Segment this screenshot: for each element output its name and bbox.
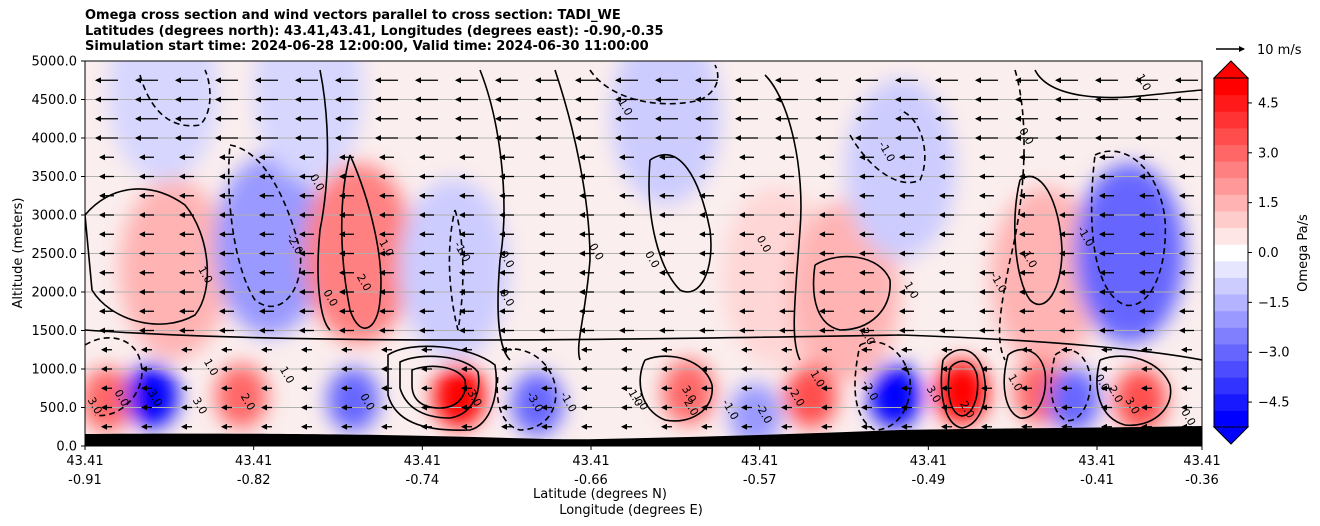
colorbar-swatch [1214, 111, 1248, 129]
colorbar-swatch [1214, 294, 1248, 312]
contour-lines [85, 64, 1202, 431]
colorbar-swatch [1214, 393, 1248, 411]
colorbar-swatch [1214, 260, 1248, 278]
title-line: Latitudes (degrees north): 43.41,43.41, … [85, 23, 664, 39]
x-tick-label-lon: -0.36 [1185, 473, 1219, 488]
quiver-key-label: 10 m/s [1257, 43, 1302, 58]
colorbar-swatch [1214, 410, 1248, 428]
x-tick-label-lon: -0.91 [68, 473, 102, 488]
omega-cell [126, 363, 179, 428]
x-tick-label-lat: 43.41 [235, 454, 272, 469]
title-line: Omega cross section and wind vectors par… [85, 8, 621, 23]
y-tick-label: 1000.0 [32, 363, 78, 378]
omega-cell [119, 178, 230, 359]
omega-cell [1047, 367, 1100, 432]
colorbar-swatch [1214, 244, 1248, 262]
x-tick-label-lat: 43.41 [1183, 454, 1220, 469]
x-tick-label-lat: 43.41 [910, 454, 947, 469]
y-tick-label: 4500.0 [32, 93, 78, 108]
omega-cell [990, 186, 1101, 367]
omega-cell [433, 363, 486, 428]
colorbar-swatch [1214, 310, 1248, 328]
colorbar-swatch [1214, 94, 1248, 112]
colorbar-tick-label: 1.5 [1258, 196, 1279, 211]
colorbar: 4.5 3.0 1.5 0.0 −1.5 −3.0 −4.5 [1212, 60, 1290, 445]
colorbar-swatch [1214, 277, 1248, 295]
title-line: Simulation start time: 2024-06-28 12:00:… [85, 39, 649, 54]
x-tick-label-lat: 43.41 [572, 454, 609, 469]
colorbar-tick-label: 3.0 [1258, 146, 1279, 161]
x-tick-label-lon: -0.49 [912, 473, 946, 488]
y-tick-label: 2500.0 [32, 247, 78, 262]
x-tick-label-lat: 43.41 [1078, 454, 1115, 469]
wind-vectors [95, 77, 1198, 430]
x-tick-label-lon: -0.41 [1080, 473, 1114, 488]
colorbar-tick-label: −3.0 [1258, 346, 1290, 361]
colorbar-swatch [1214, 177, 1248, 195]
colorbar-tick-label: −1.5 [1258, 296, 1290, 311]
x-tick-label-lat: 43.41 [404, 454, 441, 469]
colorbar-tick-label: 0.0 [1258, 246, 1279, 261]
y-tick-label: 3000.0 [32, 209, 78, 224]
omega-cell [610, 61, 721, 205]
x-tick-label-lat: 43.41 [741, 454, 778, 469]
colorbar-swatch [1214, 144, 1248, 162]
colorbar-tick-label: 4.5 [1258, 96, 1279, 111]
x-tick-label-lon: -0.82 [237, 473, 271, 488]
y-tick-label: 2000.0 [32, 286, 78, 301]
y-tick-label: 3500.0 [32, 170, 78, 185]
omega-cell [214, 155, 325, 336]
omega-cell [85, 367, 134, 432]
x-tick-label-lat: 43.41 [66, 454, 103, 469]
omega-cell [253, 61, 364, 182]
x-axis: 43.41 -0.91 43.41 -0.82 43.41 -0.74 43.41 -0.66… [66, 446, 1221, 488]
omega-cell [1114, 367, 1167, 432]
colorbar-swatch [1214, 327, 1248, 345]
x-axis-label-line1: Latitude (degrees N) [533, 487, 667, 502]
omega-cell [108, 61, 219, 182]
colorbar-swatch [1214, 127, 1248, 145]
y-tick-label: 0.0 [56, 440, 77, 455]
omega-cell [215, 363, 268, 428]
colorbar-extend-max [1212, 60, 1250, 79]
x-axis-label-line2: Longitude (degrees E) [559, 503, 703, 518]
terrain [85, 426, 1202, 446]
x-tick-label-lon: -0.66 [574, 473, 608, 488]
y-tick-label: 5000.0 [32, 55, 78, 70]
omega-cell [845, 78, 956, 259]
colorbar-swatch [1214, 210, 1248, 229]
colorbar-swatch [1214, 227, 1248, 245]
colorbar-swatch [1214, 194, 1248, 212]
y-axis-label: Altitude (meters) [11, 198, 26, 309]
omega-cell [327, 367, 380, 432]
omega-cell [868, 363, 921, 428]
omega-cell [785, 363, 838, 428]
y-axis: 0.0 500.0 1000.0 1500.0 2000.0 2500.0 3000.0 35… [32, 55, 85, 455]
colorbar-tick-label: −4.5 [1258, 396, 1290, 411]
quiver-key: 10 m/s [1216, 43, 1302, 58]
y-tick-label: 500.0 [40, 401, 77, 416]
figure-title: Omega cross section and wind vectors par… [85, 8, 664, 55]
y-tick-label: 4000.0 [32, 132, 78, 147]
x-tick-label-lon: -0.57 [743, 473, 777, 488]
omega-cell [729, 383, 782, 446]
y-tick-label: 1500.0 [32, 324, 78, 339]
colorbar-extend-min [1212, 426, 1250, 445]
colorbar-swatch [1214, 78, 1248, 96]
omega-cell [398, 178, 509, 359]
colorbar-swatch [1214, 377, 1248, 395]
x-tick-label-lon: -0.74 [406, 473, 440, 488]
colorbar-swatch [1214, 343, 1248, 362]
colorbar-swatch [1214, 360, 1248, 378]
colorbar-swatch [1214, 161, 1248, 179]
colorbar-label: Omega Pa/s [1296, 214, 1311, 292]
plot-area: 1.0-2.00.01.02.00.0-1.0 0.00.00.0 0.00.01.… [85, 61, 1202, 446]
